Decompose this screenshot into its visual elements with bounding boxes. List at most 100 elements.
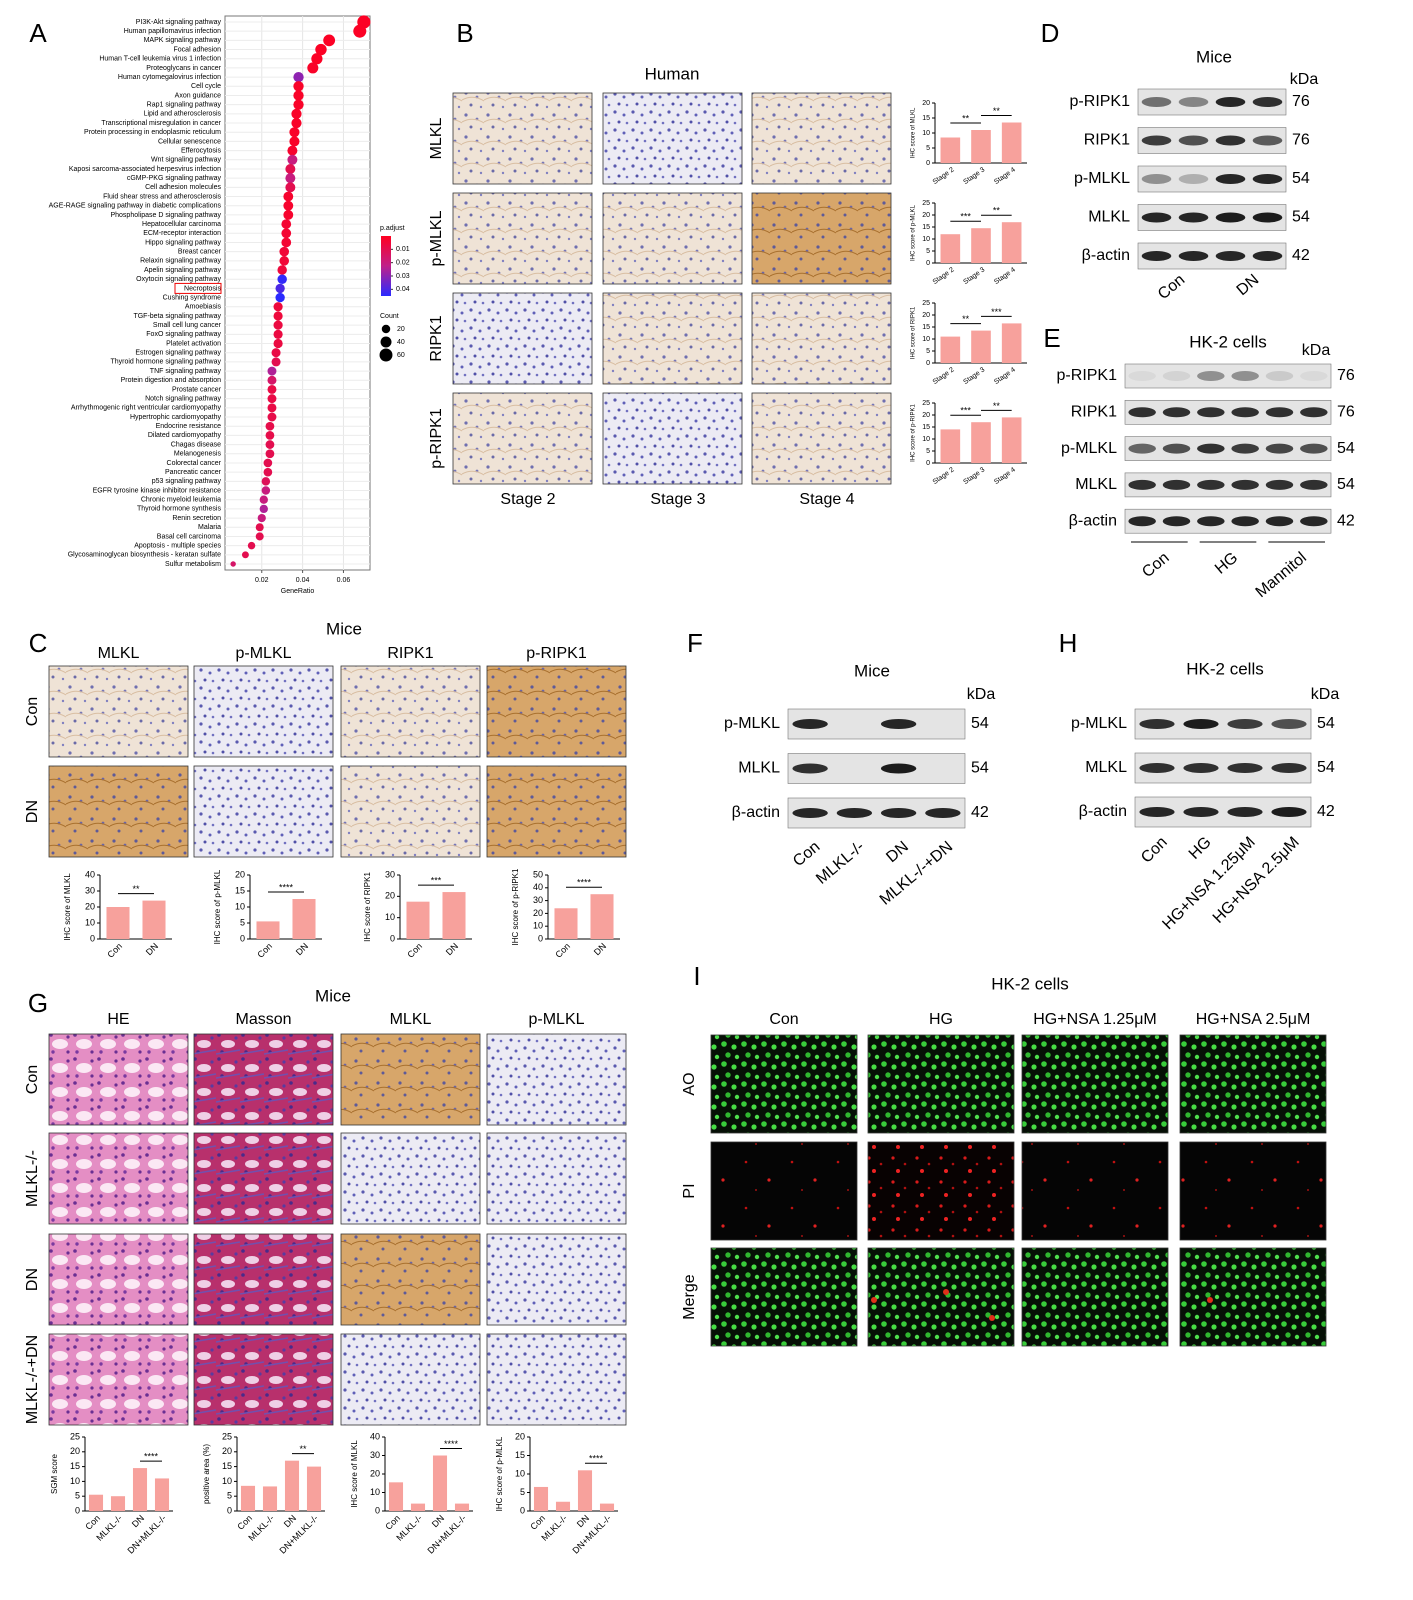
- dot: [263, 467, 273, 477]
- y-tick-label: 10: [370, 1487, 380, 1497]
- micrograph: [193, 665, 334, 758]
- legend-label: 20: [397, 326, 405, 333]
- column-label: p-MLKL: [235, 645, 291, 662]
- dot: [263, 458, 273, 468]
- micrograph: [340, 1033, 481, 1126]
- band: [1128, 371, 1156, 381]
- y-axis-label: IHC score of RIPK1: [363, 872, 372, 942]
- dot: [267, 394, 277, 404]
- band: [1271, 807, 1307, 817]
- y-tick-label: 20: [515, 1431, 525, 1441]
- y-tick-label: 10: [922, 236, 930, 243]
- micrograph: [602, 292, 743, 385]
- blot-strip: [1124, 363, 1332, 389]
- lane-label: Con: [1155, 271, 1188, 303]
- band: [1178, 97, 1209, 107]
- row-label: RIPK1: [428, 315, 445, 361]
- dead-cell: [989, 1315, 995, 1321]
- blot-strip: [1124, 472, 1332, 498]
- micrograph: [1179, 1247, 1327, 1347]
- sig-label: **: [993, 206, 1001, 216]
- category-label: Chronic myeloid leukemia: [141, 497, 221, 504]
- y-tick-label: 10: [385, 912, 395, 922]
- dot: [285, 163, 296, 174]
- sig-label: ****: [577, 878, 592, 888]
- size-key: [379, 348, 393, 362]
- band: [1141, 251, 1172, 261]
- dot: [287, 145, 298, 156]
- y-tick-label: 5: [926, 348, 930, 355]
- bar: [432, 1455, 448, 1511]
- micrograph: [193, 1132, 334, 1225]
- panel-title: Mice: [1196, 47, 1232, 66]
- y-axis-label: IHC score of MLKL: [350, 1440, 359, 1508]
- category-label: Apoptosis - multiple species: [134, 542, 221, 549]
- micrograph: [710, 1034, 858, 1134]
- band: [925, 808, 961, 818]
- category-label: Melanogenesis: [174, 451, 222, 458]
- x-tick-label: Con: [235, 1513, 254, 1532]
- micrograph: [751, 292, 892, 385]
- y-tick-label: 0: [520, 1505, 525, 1515]
- dot: [261, 477, 271, 486]
- category-label: Axon guidance: [175, 92, 221, 99]
- category-label: p53 signaling pathway: [152, 478, 222, 485]
- dot: [285, 182, 296, 193]
- band: [1197, 407, 1225, 418]
- band: [1141, 174, 1172, 184]
- protein-label: p-RIPK1: [1070, 93, 1131, 110]
- bar: [590, 894, 614, 939]
- y-tick-label: 20: [235, 869, 245, 879]
- dot: [271, 348, 281, 358]
- micrograph: [486, 1233, 627, 1326]
- micrograph: [867, 1141, 1015, 1241]
- row-label: DN: [24, 800, 41, 823]
- protein-label: β-actin: [732, 804, 780, 821]
- y-tick-label: 25: [70, 1431, 80, 1441]
- x-tick-label: Stage 2: [932, 466, 956, 486]
- bar: [292, 899, 316, 939]
- lane-label: Con: [1138, 834, 1171, 867]
- category-label: Notch signaling pathway: [145, 395, 221, 402]
- category-label: Relaxin signaling pathway: [140, 258, 221, 265]
- band: [1300, 371, 1328, 381]
- bar: [555, 1501, 571, 1511]
- x-tick-label: Con: [105, 941, 124, 960]
- protein-label: p-MLKL: [1071, 715, 1127, 732]
- category-label: Protein digestion and absorption: [121, 377, 222, 384]
- dot: [267, 412, 277, 422]
- category-label: Cushing syndrome: [163, 294, 221, 301]
- band: [880, 763, 917, 774]
- panel-title: Mice: [854, 661, 890, 680]
- dot: [283, 200, 294, 211]
- micrograph: [710, 1141, 858, 1241]
- category-label: Estrogen signaling pathway: [135, 350, 221, 357]
- kda-label: 42: [1337, 512, 1355, 529]
- kda-label: 42: [1317, 803, 1335, 820]
- micrograph: [1021, 1247, 1169, 1347]
- column-label: HG+NSA 1.25μM: [1033, 1011, 1157, 1028]
- micrograph: [1021, 1141, 1169, 1241]
- row-label: MLKL: [428, 118, 445, 160]
- x-axis-label: GeneRatio: [281, 588, 315, 595]
- lane-label: MLKL-/-: [813, 838, 868, 888]
- y-tick-label: 10: [515, 1468, 525, 1478]
- dot: [291, 117, 302, 129]
- kda-label: 54: [1317, 759, 1335, 776]
- dot: [267, 366, 277, 376]
- row-label: MLKL-/-+DN: [24, 1335, 41, 1424]
- band: [1252, 135, 1283, 146]
- protein-label: β-actin: [1079, 803, 1127, 820]
- dot: [291, 108, 302, 119]
- band: [1300, 407, 1328, 418]
- band: [1271, 719, 1307, 729]
- band: [1162, 443, 1191, 454]
- x-tick-label: 0.06: [337, 577, 351, 584]
- band: [1178, 174, 1209, 184]
- lane-label: HG: [1212, 549, 1241, 577]
- y-axis-label: SGM score: [50, 1453, 59, 1494]
- category-label: Fluid shear stress and atherosclerosis: [103, 193, 221, 200]
- category-label: Cellular senescence: [158, 138, 221, 145]
- bar: [940, 429, 961, 463]
